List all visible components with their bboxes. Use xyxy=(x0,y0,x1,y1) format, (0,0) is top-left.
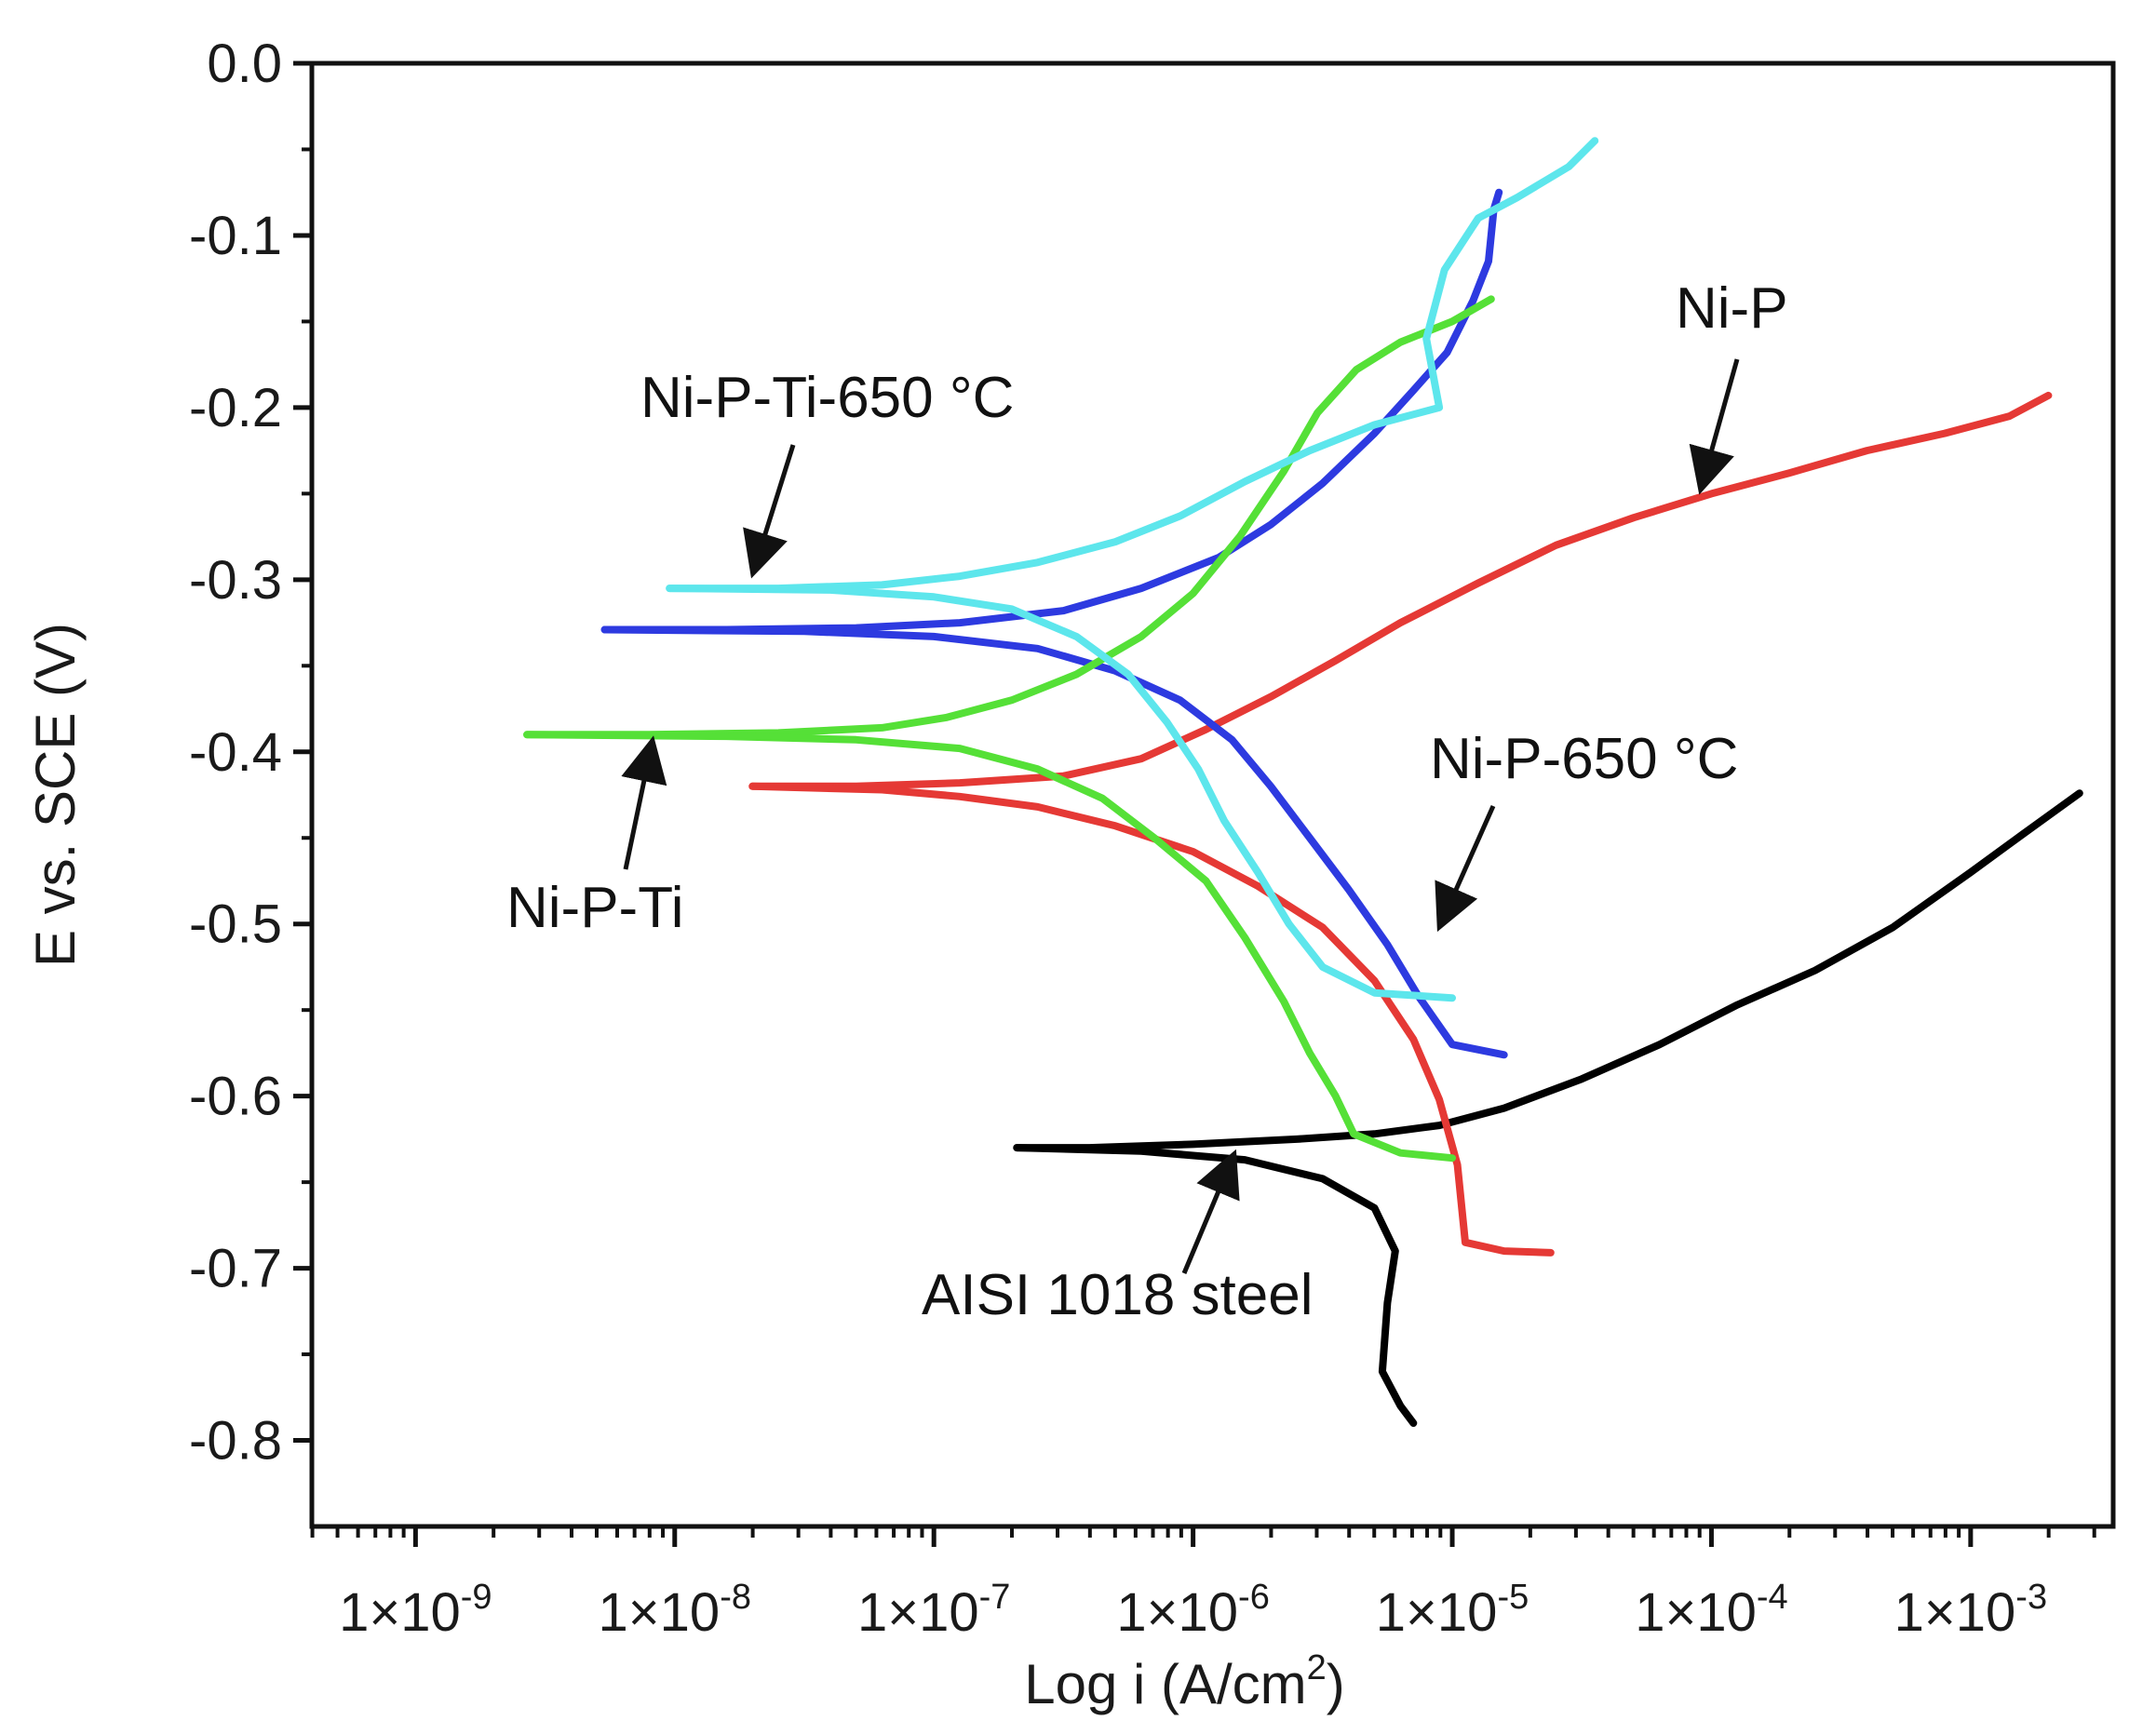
axes-layer xyxy=(309,60,2116,1529)
x-tick-label-base: 1×10 xyxy=(1635,1582,1757,1643)
series-ni-p-anodic xyxy=(748,391,2053,790)
x-tick-label: 1×10-5 xyxy=(1376,1578,1529,1643)
x-tick-label-exp: -7 xyxy=(979,1578,1011,1617)
x-axis-label-close: ) xyxy=(1327,1653,1345,1715)
x-axis-label-main: Log i (A/cm xyxy=(1024,1653,1306,1715)
y-tick-label: -0.7 xyxy=(189,1239,282,1299)
series-ni-p-ti-650-c-anodic xyxy=(666,137,1599,593)
x-tick-label: 1×10-7 xyxy=(857,1578,1010,1643)
x-tick-label-base: 1×10 xyxy=(1894,1582,2016,1643)
y-axis-label: E vs. SCE (V) xyxy=(24,623,87,967)
annotation-ni-p-ti: Ni-P-Ti xyxy=(506,876,684,940)
annotation-arrow-ni-p xyxy=(1689,358,1740,495)
y-tick-label: 0.0 xyxy=(207,34,282,94)
y-tick-label: -0.5 xyxy=(189,894,282,955)
series-aisi-1018-steel-cathodic xyxy=(1013,1144,1418,1427)
x-tick-label-exp: -8 xyxy=(720,1578,751,1617)
annotation-arrow-ni-p-650 xyxy=(1435,804,1496,933)
x-tick-label-base: 1×10 xyxy=(1116,1582,1238,1643)
x-tick-label-base: 1×10 xyxy=(599,1582,721,1643)
x-tick-label-exp: -9 xyxy=(461,1578,492,1617)
annotation-arrow-aisi-1018 xyxy=(1181,1149,1240,1274)
x-tick-label: 1×10-9 xyxy=(339,1578,492,1643)
y-tick-label: -0.8 xyxy=(189,1411,282,1472)
x-tick-label-exp: -4 xyxy=(1757,1578,1788,1617)
y-ticks: 0.0 -0.1 -0.2 -0.3 -0.4 -0.5 -0.6 -0.7 -0.8 xyxy=(189,34,312,1472)
x-tick-label: 1×10-8 xyxy=(599,1578,751,1643)
y-tick-label: -0.4 xyxy=(189,722,282,783)
annotations: Ni-P-Ti-650 °C Ni-P Ni-P-650 °C Ni-P-Ti … xyxy=(506,276,1788,1327)
x-axis-label-sup: 2 xyxy=(1307,1648,1327,1687)
annotation-ni-p: Ni-P xyxy=(1676,276,1788,341)
plot-frame xyxy=(309,60,2116,1529)
x-tick-label-base: 1×10 xyxy=(1376,1582,1498,1643)
x-tick-label: 1×10-6 xyxy=(1116,1578,1269,1643)
y-tick-label: -0.1 xyxy=(189,206,282,266)
x-tick-label: 1×10-4 xyxy=(1635,1578,1787,1643)
x-tick-label-base: 1×10 xyxy=(339,1582,461,1643)
series-ni-p-cathodic xyxy=(748,782,1555,1257)
series-ni-p-ti-anodic xyxy=(523,295,1495,739)
x-axis-label: Log i (A/cm2) xyxy=(1024,1648,1345,1715)
series-ni-p-650-c-cathodic xyxy=(600,625,1508,1059)
x-tick-label-exp: -6 xyxy=(1238,1578,1270,1617)
y-tick-label: -0.2 xyxy=(189,378,282,438)
curves-layer xyxy=(523,137,2083,1427)
annotation-ni-p-650: Ni-P-650 °C xyxy=(1430,727,1738,791)
annotation-arrow-ni-p-ti xyxy=(621,735,667,870)
series-aisi-1018-steel-anodic xyxy=(1013,789,2083,1152)
series-ni-p-ti-650-c-cathodic xyxy=(666,585,1456,1002)
y-tick-label: -0.3 xyxy=(189,550,282,611)
annotation-ni-p-ti-650: Ni-P-Ti-650 °C xyxy=(640,366,1014,430)
annotation-arrow-ni-p-ti-650 xyxy=(743,444,796,579)
series-ni-p-ti-cathodic xyxy=(523,731,1456,1163)
annotation-aisi-1018: AISI 1018 steel xyxy=(922,1263,1314,1327)
x-tick-label-exp: -5 xyxy=(1497,1578,1529,1617)
x-tick-label: 1×10-3 xyxy=(1894,1578,2047,1643)
x-tick-label-base: 1×10 xyxy=(857,1582,979,1643)
y-tick-label: -0.6 xyxy=(189,1067,282,1127)
x-ticks: 1×10-9 1×10-8 1×10-7 1×10-6 1×10-5 1×10-4 1×10… xyxy=(310,1526,2096,1643)
series-ni-p-650-c-anodic xyxy=(600,188,1503,634)
x-tick-label-exp: -3 xyxy=(2015,1578,2047,1617)
